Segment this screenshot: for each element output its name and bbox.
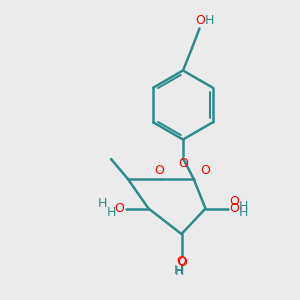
Text: O: O [178,256,187,269]
Text: H: H [106,206,116,220]
Text: H: H [98,196,107,210]
Text: O: O [230,195,239,208]
Text: O: O [230,202,239,215]
Text: O: O [177,255,186,268]
Text: O: O [154,164,164,177]
Text: H: H [174,265,184,278]
Text: H: H [238,206,248,220]
Text: H: H [174,263,183,277]
Text: O: O [195,14,205,27]
Text: O: O [178,157,188,170]
Text: H: H [204,14,214,27]
Text: H: H [239,200,248,214]
Text: O: O [115,202,124,215]
Text: O: O [200,164,210,177]
